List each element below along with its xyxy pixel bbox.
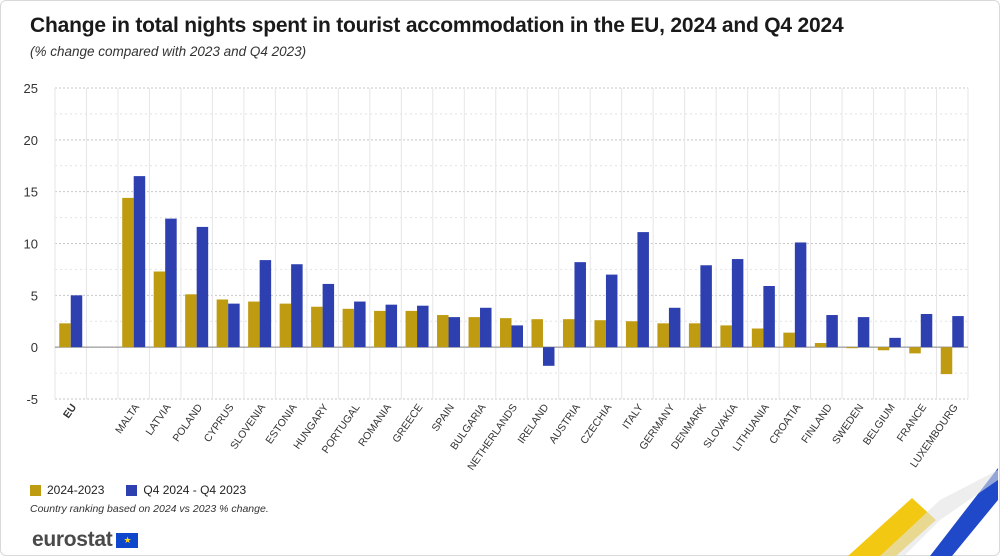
bar-series-a <box>279 303 292 348</box>
bar-series-b <box>133 176 146 348</box>
legend-item-series-b: Q4 2024 - Q4 2023 <box>126 483 246 497</box>
bar-series-a <box>437 315 449 348</box>
bar-series-b <box>480 307 492 348</box>
bar-series-a <box>814 343 827 348</box>
bar-series-b <box>196 226 209 348</box>
bar-series-b <box>448 317 461 348</box>
bar-series-a <box>751 328 764 348</box>
bar-series-b <box>637 232 649 348</box>
bar-series-a <box>940 347 953 375</box>
chart-title: Change in total nights spent in tourist … <box>30 14 844 37</box>
legend-label-series-b: Q4 2024 - Q4 2023 <box>143 483 247 497</box>
bar-series-a <box>909 347 921 354</box>
legend-label-series-a: 2024-2023 <box>47 483 105 497</box>
bar-series-a <box>216 299 229 348</box>
logo-text: eurostat <box>32 528 113 551</box>
y-tick-label: -5 <box>26 392 38 407</box>
chart-subtitle: (% change compared with 2023 and Q4 2023… <box>30 44 307 59</box>
bar-series-a <box>720 325 732 348</box>
bar-series-a <box>153 271 166 348</box>
eurostat-logo: eurostat <box>32 528 139 552</box>
bar-series-b <box>794 242 807 348</box>
legend-item-series-a: 2024-2023 <box>30 483 104 497</box>
bar-series-b <box>731 259 744 348</box>
bar-series-a <box>657 323 669 348</box>
legend-swatch-series-b <box>126 484 138 496</box>
bar-series-a <box>688 323 701 348</box>
bar-series-a <box>374 310 386 348</box>
bar-series-b <box>700 265 712 348</box>
bar-series-a <box>311 306 323 348</box>
y-tick-label: 10 <box>24 237 38 252</box>
y-tick-label: 20 <box>24 133 38 148</box>
bar-series-a <box>59 323 71 348</box>
bar-series-a <box>846 347 858 349</box>
y-tick-label: 5 <box>31 288 38 303</box>
bar-series-b <box>385 304 398 348</box>
bar-series-b <box>857 317 870 348</box>
bar-series-b <box>889 337 901 348</box>
bar-series-b <box>417 305 429 348</box>
legend-swatch-series-a <box>30 484 41 496</box>
bar-series-a <box>594 320 606 348</box>
footnote: Country ranking based on 2024 vs 2023 % … <box>30 503 269 515</box>
bar-series-b <box>826 315 838 348</box>
y-tick-label: 0 <box>31 340 38 355</box>
bar-series-b <box>542 347 555 366</box>
bar-series-a <box>185 294 197 348</box>
bar-series-a <box>562 319 575 348</box>
bar-series-b <box>668 307 681 348</box>
bar-series-a <box>877 347 890 351</box>
bar-series-a <box>531 319 543 348</box>
y-tick-label: 15 <box>24 185 38 200</box>
eu-flag-icon <box>116 532 139 548</box>
bar-series-b <box>70 295 83 348</box>
bar-series-b <box>920 313 933 348</box>
bar-series-a <box>783 332 795 348</box>
bar-series-a <box>625 321 638 348</box>
bar-series-a <box>500 318 512 348</box>
bar-series-b <box>763 286 775 348</box>
bar-series-b <box>574 262 586 348</box>
bar-series-b <box>291 264 303 348</box>
bar-series-a <box>405 310 418 348</box>
bar-series-b <box>259 260 272 348</box>
bar-series-a <box>342 308 355 348</box>
bar-series-a <box>468 317 481 348</box>
bar-series-a <box>122 197 134 348</box>
bar-series-b <box>354 301 366 348</box>
bar-series-a <box>248 301 260 348</box>
bar-series-b <box>165 218 177 348</box>
bar-series-b <box>605 274 618 348</box>
bar-series-b <box>952 316 964 348</box>
legend: 2024-2023 Q4 2024 - Q4 2023 <box>30 483 246 497</box>
bar-series-b <box>228 303 240 348</box>
bar-series-b <box>511 325 523 348</box>
y-tick-label: 25 <box>24 81 38 96</box>
bar-series-b <box>322 283 335 348</box>
